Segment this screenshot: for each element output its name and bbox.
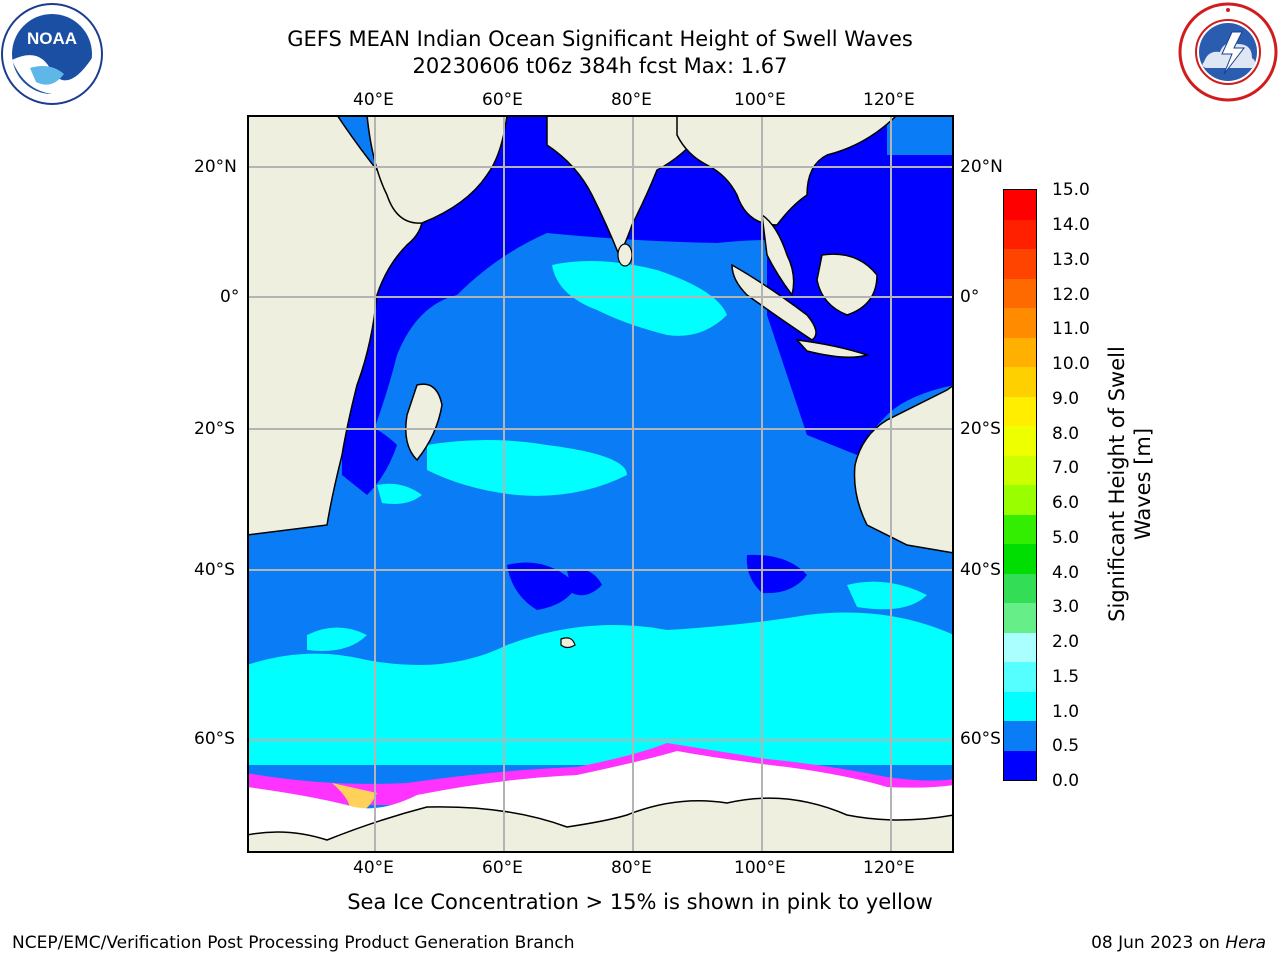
high-swell-equatorial (552, 261, 727, 336)
lon-label-top-100e: 100°E (734, 90, 786, 110)
chart-title-line2: 20230606 t06z 384h fcst Max: 1.67 (412, 54, 788, 78)
lon-label-bottom-40e: 40°E (353, 858, 394, 878)
colorbar-swatch (1004, 455, 1036, 485)
colorbar-tick: 0.5 (1052, 736, 1080, 756)
lon-label-top-120e: 120°E (863, 90, 915, 110)
colorbar-label-line2: Waves [m] (1131, 427, 1155, 541)
colorbar-swatch (1004, 337, 1036, 367)
lat-label-right-40s: 40°S (960, 560, 1001, 580)
colorbar-tick: 8.0 (1052, 424, 1080, 444)
footer-host: Hera (1225, 933, 1266, 953)
high-swell-subtropical (427, 440, 627, 496)
lat-label-left-0: 0° (220, 287, 240, 307)
lon-label-top-80e: 80°E (611, 90, 652, 110)
colorbar-swatch (1004, 308, 1036, 338)
colorbar-tick: 3.0 (1052, 597, 1080, 617)
colorbar-swatch (1004, 367, 1036, 397)
colorbar-swatch (1004, 396, 1036, 426)
colorbar-swatch (1004, 514, 1036, 544)
colorbar-swatch (1004, 632, 1036, 662)
footer-credit: NCEP/EMC/Verification Post Processing Pr… (12, 933, 575, 953)
borneo-land (816, 253, 878, 316)
colorbar-swatch (1004, 544, 1036, 574)
colorbar-tick: 4.0 (1052, 563, 1080, 583)
colorbar-tick: 6.0 (1052, 493, 1080, 513)
colorbar-swatch (1004, 426, 1036, 456)
colorbar-tick: 15.0 (1052, 180, 1090, 200)
lon-label-top-40e: 40°E (353, 90, 394, 110)
colorbar-tick: 10.0 (1052, 354, 1090, 374)
malay-peninsula-land (761, 213, 795, 297)
colorbar-swatch (1004, 662, 1036, 692)
colorbar-tick: 11.0 (1052, 319, 1090, 339)
colorbar-swatch (1004, 485, 1036, 515)
lat-label-right-20n: 20°N (960, 157, 1003, 177)
colorbar-swatch (1004, 219, 1036, 249)
colorbar-tick: 14.0 (1052, 215, 1090, 235)
arabian-peninsula-land (366, 115, 508, 224)
colorbar-tick: 1.5 (1052, 667, 1080, 687)
graticule (247, 115, 954, 853)
sumatra-land (731, 263, 817, 341)
colorbar-swatch (1004, 721, 1036, 751)
colorbar-swatch (1004, 190, 1036, 220)
java-land (795, 339, 870, 358)
colorbar-tick: 9.0 (1052, 389, 1080, 409)
lat-label-left-60s: 60°S (194, 729, 235, 749)
lon-label-bottom-120e: 120°E (863, 858, 915, 878)
colorbar-tick: 7.0 (1052, 458, 1080, 478)
colorbar-tick: 1.0 (1052, 702, 1080, 722)
lat-label-right-0: 0° (960, 287, 980, 307)
lon-label-bottom-80e: 80°E (611, 858, 652, 878)
colorbar-tick: 5.0 (1052, 528, 1080, 548)
colorbar-tick: 2.0 (1052, 632, 1080, 652)
colorbar-swatch (1004, 278, 1036, 308)
nws-logo (1178, 2, 1278, 102)
sea-ice-note: Sea Ice Concentration > 15% is shown in … (347, 890, 933, 914)
colorbar (1003, 189, 1037, 781)
lon-label-top-60e: 60°E (482, 90, 523, 110)
lat-label-left-20n: 20°N (194, 157, 237, 177)
chart-title-line1: GEFS MEAN Indian Ocean Significant Heigh… (287, 27, 913, 51)
colorbar-tick: 13.0 (1052, 250, 1090, 270)
lat-label-left-40s: 40°S (194, 560, 235, 580)
southeast-asia-land (676, 115, 899, 226)
colorbar-tick: 12.0 (1052, 285, 1090, 305)
colorbar-swatch (1004, 249, 1036, 279)
footer-date-text: 08 Jun 2023 on (1091, 933, 1226, 953)
lat-label-left-20s: 20°S (194, 419, 235, 439)
noaa-logo-text: NOAA (27, 29, 77, 48)
lat-label-right-60s: 60°S (960, 729, 1001, 749)
antarctica-land (247, 797, 954, 853)
high-swell-southern (247, 612, 954, 765)
lat-label-right-20s: 20°S (960, 419, 1001, 439)
footer-date: 08 Jun 2023 on Hera (1091, 933, 1266, 953)
low-swell-mozambique (342, 415, 397, 495)
colorbar-swatch (1004, 750, 1036, 780)
lon-label-bottom-100e: 100°E (734, 858, 786, 878)
colorbar-swatch (1004, 603, 1036, 633)
australia-land (853, 384, 954, 554)
map-frame (247, 115, 954, 853)
colorbar-swatch (1004, 573, 1036, 603)
colorbar-tick: 0.0 (1052, 771, 1080, 791)
map-svg (247, 115, 954, 853)
colorbar-label-line1: Significant Height of Swell (1105, 346, 1129, 622)
madagascar-land (405, 383, 443, 462)
kerguelen-land (560, 637, 576, 649)
lon-label-bottom-60e: 60°E (482, 858, 523, 878)
colorbar-swatch (1004, 691, 1036, 721)
noaa-logo: NOAA (0, 2, 104, 106)
